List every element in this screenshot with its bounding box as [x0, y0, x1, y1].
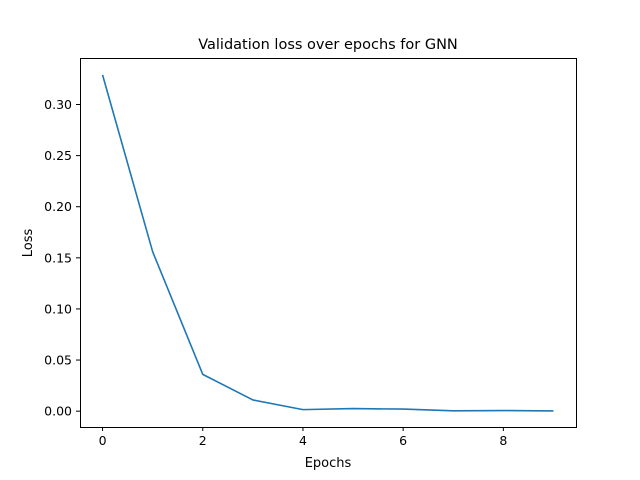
y-tick-label: 0.10	[44, 301, 72, 316]
chart-title: Validation loss over epochs for GNN	[198, 37, 458, 53]
y-axis: 0.00 0.05 0.10 0.15 0.20 0.25 0.30	[44, 97, 80, 419]
series-layer	[101, 74, 554, 412]
y-tick-label: 0.20	[44, 199, 72, 214]
y-tick-label: 0.15	[44, 250, 72, 265]
x-tick-label: 8	[499, 433, 507, 448]
x-tick-label: 4	[299, 433, 307, 448]
y-tick-label: 0.30	[44, 97, 72, 112]
x-tick-label: 6	[399, 433, 407, 448]
y-axis-label: Loss	[21, 229, 36, 258]
y-tick-label: 0.25	[44, 148, 72, 163]
x-axis-label: Epochs	[305, 456, 352, 471]
x-tick-label: 2	[199, 433, 207, 448]
x-axis: 0 2 4 6 8	[99, 427, 507, 448]
x-tick-label: 0	[99, 433, 107, 448]
y-tick-label: 0.00	[44, 404, 72, 419]
axes-frame	[80, 58, 577, 428]
plot-area	[80, 58, 577, 428]
series-line-validation-loss	[101, 74, 554, 412]
y-tick-label: 0.05	[44, 353, 72, 368]
